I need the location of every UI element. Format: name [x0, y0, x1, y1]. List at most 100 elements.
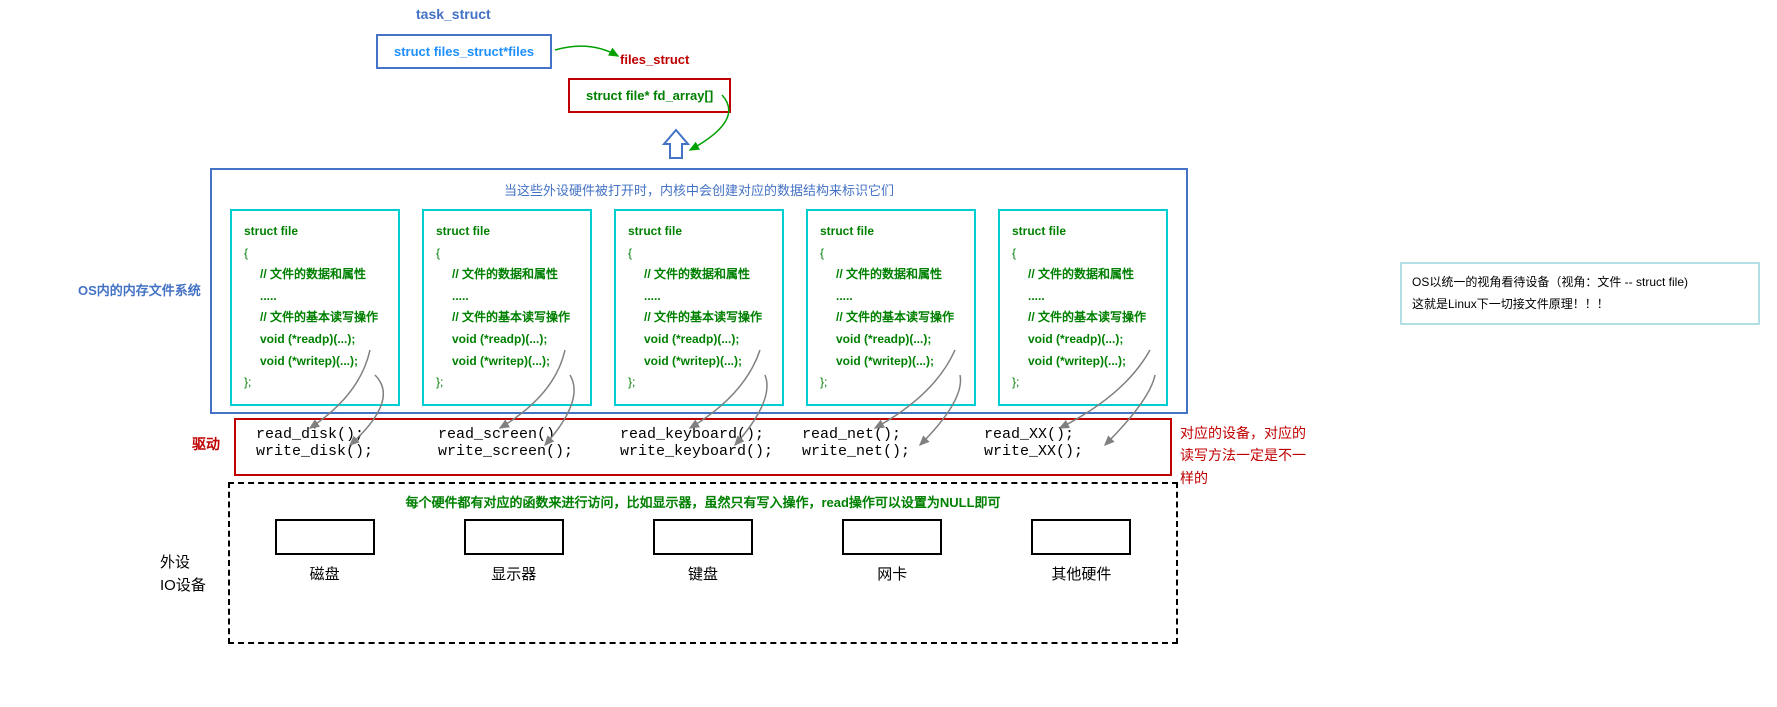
- os-memory-fs-label: OS内的内存文件系统: [78, 280, 201, 299]
- driver-write: write_keyboard();: [620, 443, 786, 460]
- hw-name: 磁盘: [250, 563, 399, 584]
- struct-comment1: // 文件的数据和属性: [1012, 264, 1154, 286]
- driver-func-1: read_screen()write_screen();: [430, 426, 612, 460]
- driver-read: read_net();: [802, 426, 968, 443]
- hw-name: 键盘: [628, 563, 777, 584]
- hardware-container: 每个硬件都有对应的函数来进行访问，比如显示器，虽然只有写入操作，read操作可以…: [228, 482, 1178, 644]
- struct-comment2: // 文件的基本读写操作: [1012, 307, 1154, 329]
- hw-item-4: 其他硬件: [1007, 519, 1156, 584]
- struct-writep: void (*writep)(...);: [244, 351, 386, 373]
- driver-label: 驱动: [192, 434, 220, 454]
- struct-file-title: struct file: [820, 221, 962, 243]
- struct-comment2: // 文件的基本读写操作: [628, 307, 770, 329]
- struct-open-brace: {: [244, 243, 386, 265]
- driver-note-line2: 读写方法一定是不一: [1180, 444, 1306, 466]
- hw-box-icon: [275, 519, 375, 555]
- struct-comment2: // 文件的基本读写操作: [244, 307, 386, 329]
- struct-open-brace: {: [628, 243, 770, 265]
- hw-box-icon: [464, 519, 564, 555]
- struct-comment1: // 文件的数据和属性: [628, 264, 770, 286]
- struct-readp: void (*readp)(...);: [436, 329, 578, 351]
- struct-dots: .....: [1012, 286, 1154, 308]
- struct-comment1: // 文件的数据和属性: [436, 264, 578, 286]
- hardware-row: 磁盘 显示器 键盘 网卡 其他硬件: [230, 515, 1176, 594]
- hw-box-icon: [1031, 519, 1131, 555]
- struct-readp: void (*readp)(...);: [1012, 329, 1154, 351]
- struct-open-brace: {: [820, 243, 962, 265]
- driver-read: read_keyboard();: [620, 426, 786, 443]
- driver-container: read_disk();write_disk(); read_screen()w…: [234, 418, 1172, 476]
- struct-file-box-2: struct file { // 文件的数据和属性 ..... // 文件的基本…: [614, 209, 784, 406]
- struct-file-box-4: struct file { // 文件的数据和属性 ..... // 文件的基本…: [998, 209, 1168, 406]
- driver-func-4: read_XX();write_XX();: [976, 426, 1158, 460]
- struct-file-box-3: struct file { // 文件的数据和属性 ..... // 文件的基本…: [806, 209, 976, 406]
- struct-file-title: struct file: [244, 221, 386, 243]
- struct-dots: .....: [436, 286, 578, 308]
- files-struct-box: struct files_struct*files: [376, 34, 552, 69]
- struct-file-row: struct file { // 文件的数据和属性 ..... // 文件的基本…: [212, 203, 1186, 418]
- hardware-hint: 每个硬件都有对应的函数来进行访问，比如显示器，虽然只有写入操作，read操作可以…: [230, 484, 1176, 515]
- struct-writep: void (*writep)(...);: [436, 351, 578, 373]
- driver-write: write_net();: [802, 443, 968, 460]
- right-note-box: OS以统一的视角看待设备（视角：文件 -- struct file) 这就是Li…: [1400, 262, 1760, 325]
- struct-file-title: struct file: [1012, 221, 1154, 243]
- struct-comment1: // 文件的数据和属性: [820, 264, 962, 286]
- main-container: 当这些外设硬件被打开时，内核中会创建对应的数据结构来标识它们 struct fi…: [210, 168, 1188, 414]
- struct-file-title: struct file: [628, 221, 770, 243]
- struct-comment2: // 文件的基本读写操作: [820, 307, 962, 329]
- driver-func-3: read_net();write_net();: [794, 426, 976, 460]
- struct-open-brace: {: [1012, 243, 1154, 265]
- driver-read: read_screen(): [438, 426, 604, 443]
- hw-name: 网卡: [818, 563, 967, 584]
- right-note-line1: OS以统一的视角看待设备（视角：文件 -- struct file): [1412, 272, 1748, 294]
- hw-box-icon: [842, 519, 942, 555]
- struct-close-brace: };: [628, 372, 770, 394]
- task-struct-label: task_struct: [416, 6, 491, 22]
- files-struct-label: files_struct: [620, 52, 689, 67]
- fd-array-box: struct file* fd_array[]: [568, 78, 731, 113]
- struct-close-brace: };: [820, 372, 962, 394]
- driver-write: write_disk();: [256, 443, 422, 460]
- struct-dots: .....: [244, 286, 386, 308]
- struct-open-brace: {: [436, 243, 578, 265]
- driver-note-line1: 对应的设备，对应的: [1180, 422, 1306, 444]
- driver-funcs-row: read_disk();write_disk(); read_screen()w…: [236, 420, 1170, 466]
- struct-close-brace: };: [1012, 372, 1154, 394]
- struct-close-brace: };: [244, 372, 386, 394]
- driver-func-0: read_disk();write_disk();: [248, 426, 430, 460]
- struct-dots: .....: [628, 286, 770, 308]
- driver-read: read_disk();: [256, 426, 422, 443]
- struct-file-box-1: struct file { // 文件的数据和属性 ..... // 文件的基本…: [422, 209, 592, 406]
- hw-label-line2: IO设备: [160, 575, 206, 598]
- struct-writep: void (*writep)(...);: [1012, 351, 1154, 373]
- struct-file-title: struct file: [436, 221, 578, 243]
- hw-item-1: 显示器: [439, 519, 588, 584]
- struct-readp: void (*readp)(...);: [820, 329, 962, 351]
- driver-note-line3: 样的: [1180, 467, 1306, 489]
- struct-comment1: // 文件的数据和属性: [244, 264, 386, 286]
- hw-item-0: 磁盘: [250, 519, 399, 584]
- hw-item-2: 键盘: [628, 519, 777, 584]
- hw-item-3: 网卡: [818, 519, 967, 584]
- hw-name: 其他硬件: [1007, 563, 1156, 584]
- hw-box-icon: [653, 519, 753, 555]
- struct-close-brace: };: [436, 372, 578, 394]
- driver-write: write_screen();: [438, 443, 604, 460]
- driver-note: 对应的设备，对应的 读写方法一定是不一 样的: [1180, 422, 1306, 489]
- driver-write: write_XX();: [984, 443, 1150, 460]
- hardware-label: 外设 IO设备: [160, 552, 206, 597]
- struct-comment2: // 文件的基本读写操作: [436, 307, 578, 329]
- struct-writep: void (*writep)(...);: [820, 351, 962, 373]
- up-arrow-icon: [660, 128, 692, 171]
- struct-writep: void (*writep)(...);: [628, 351, 770, 373]
- driver-func-2: read_keyboard();write_keyboard();: [612, 426, 794, 460]
- struct-dots: .....: [820, 286, 962, 308]
- main-hint-text: 当这些外设硬件被打开时，内核中会创建对应的数据结构来标识它们: [212, 170, 1186, 203]
- struct-file-box-0: struct file { // 文件的数据和属性 ..... // 文件的基本…: [230, 209, 400, 406]
- driver-read: read_XX();: [984, 426, 1150, 443]
- struct-readp: void (*readp)(...);: [244, 329, 386, 351]
- hw-name: 显示器: [439, 563, 588, 584]
- struct-readp: void (*readp)(...);: [628, 329, 770, 351]
- hw-label-line1: 外设: [160, 552, 206, 575]
- right-note-line2: 这就是Linux下一切接文件原理！！！: [1412, 294, 1748, 316]
